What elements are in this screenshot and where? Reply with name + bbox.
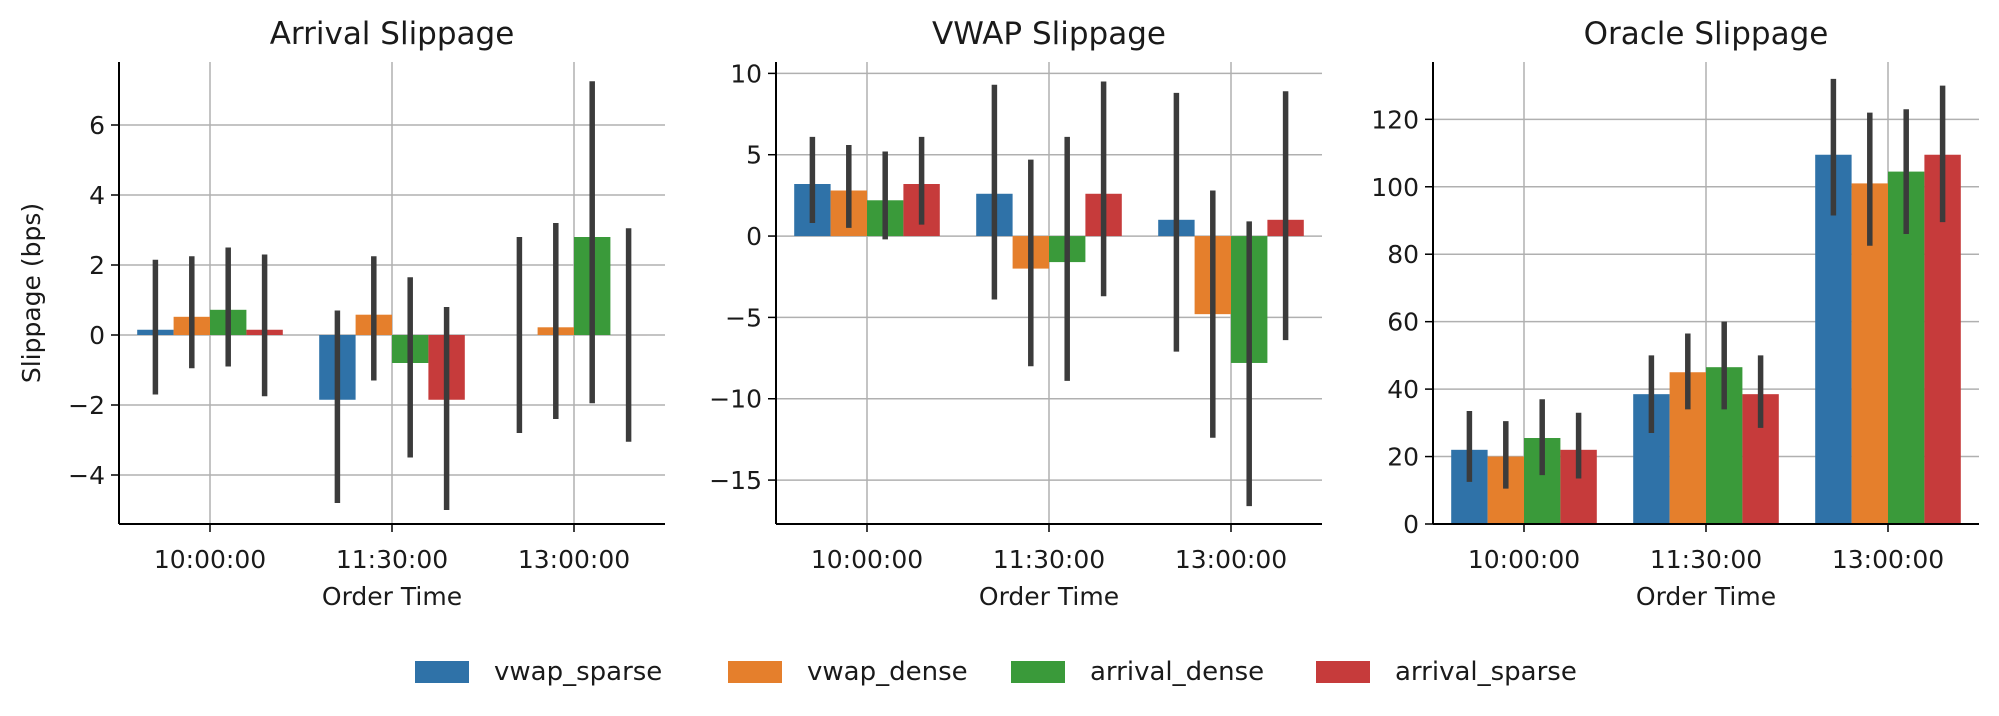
chart-panel-1: −4 −2 0 2 4 6 10:00:00 11:30:00 13:00:00 Arrival …: [17, 16, 665, 611]
y-tick-label: 2: [89, 251, 105, 280]
legend-swatch-vwap-dense: [728, 661, 782, 683]
y-tick-label: 0: [1403, 510, 1419, 539]
legend-label-vwap-sparse: vwap_sparse: [494, 657, 663, 687]
x-tick-label: 13:00:00: [1175, 545, 1287, 574]
bar-vwap-sparse-130000: [1815, 154, 1852, 524]
x-tick-label: 13:00:00: [518, 545, 630, 574]
y-tick-label: −10: [709, 385, 762, 414]
x-tick-label: 13:00:00: [1832, 545, 1944, 574]
x-tick-label: 10:00:00: [154, 545, 266, 574]
y-tick-label: 100: [1371, 173, 1419, 202]
chart-panel-2: −15 −10 −5 0 5 10 10:00:00 11:30:00 13:00:00 VWAP…: [709, 16, 1322, 611]
legend-item-arrival-dense: arrival_dense: [1011, 652, 1264, 692]
y-tick-label: 60: [1387, 308, 1419, 337]
y-tick-label: 0: [746, 222, 762, 251]
y-tick-label: 80: [1387, 240, 1419, 269]
chart-title: Arrival Slippage: [270, 16, 515, 52]
y-tick-label: 5: [746, 141, 762, 170]
chart-panel-3: 0 20 40 60 80 100 120 10:00:00 11:30:00 13:00:00 O…: [1371, 16, 1979, 611]
y-tick-label: 4: [89, 181, 105, 210]
legend-label-vwap-dense: vwap_dense: [807, 657, 968, 687]
y-tick-label: 6: [89, 111, 105, 140]
y-tick-label: −4: [68, 461, 105, 490]
legend-swatch-arrival-dense: [1011, 661, 1065, 683]
x-axis-label: Order Time: [1636, 582, 1776, 611]
y-tick-label: 120: [1371, 105, 1419, 134]
y-axis-label: Slippage (bps): [17, 203, 46, 383]
y-tick-label: 0: [89, 321, 105, 350]
legend-item-arrival-sparse: arrival_sparse: [1316, 652, 1577, 692]
x-axis-label: Order Time: [322, 582, 462, 611]
x-tick-label: 11:30:00: [1650, 545, 1762, 574]
chart-title: Oracle Slippage: [1584, 16, 1829, 52]
legend-item-vwap-dense: vwap_dense: [728, 652, 968, 692]
y-tick-label: 10: [730, 59, 762, 88]
legend-item-vwap-sparse: vwap_sparse: [415, 652, 662, 692]
legend-label-arrival-sparse: arrival_sparse: [1395, 657, 1577, 687]
y-tick-label: 20: [1387, 443, 1419, 472]
y-tick-label: −15: [709, 466, 762, 495]
legend-swatch-vwap-sparse: [415, 661, 469, 683]
x-tick-label: 11:30:00: [993, 545, 1105, 574]
y-tick-label: 40: [1387, 375, 1419, 404]
y-tick-label: −5: [725, 303, 762, 332]
x-tick-label: 10:00:00: [811, 545, 923, 574]
legend-label-arrival-dense: arrival_dense: [1090, 657, 1265, 687]
y-tick-label: −2: [68, 391, 105, 420]
chart-title: VWAP Slippage: [932, 16, 1166, 52]
x-tick-label: 10:00:00: [1468, 545, 1580, 574]
x-tick-label: 11:30:00: [336, 545, 448, 574]
legend: vwap_sparse vwap_dense arrival_dense arr…: [0, 652, 1999, 692]
legend-swatch-arrival-sparse: [1316, 661, 1370, 683]
x-axis-label: Order Time: [979, 582, 1119, 611]
